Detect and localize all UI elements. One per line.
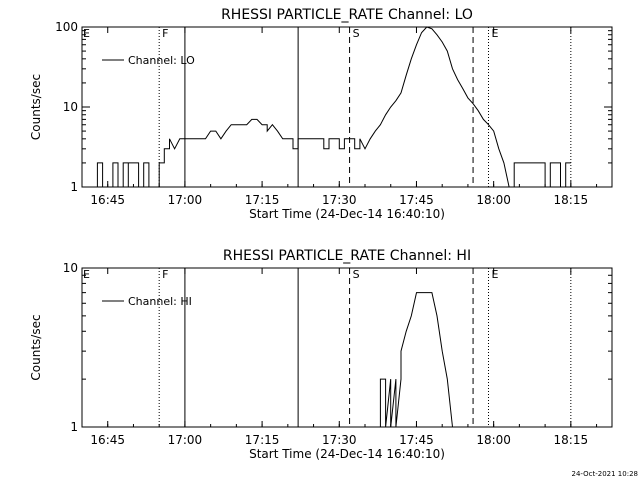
x-tick-label: 16:45 — [90, 433, 125, 447]
chart-panel-2: RHESSI PARTICLE_RATE Channel: HI F S E E 16:4… — [29, 248, 613, 461]
marker-label: S — [353, 27, 360, 40]
x-tick-label: 17:15 — [245, 433, 280, 447]
series-line — [379, 292, 453, 428]
x-tick-label: 17:30 — [322, 433, 357, 447]
series-line — [96, 26, 571, 188]
marker-label: S — [353, 268, 360, 281]
legend-label: Channel: LO — [128, 54, 195, 67]
plot-frame — [81, 267, 613, 428]
x-tick-label: 18:15 — [554, 433, 589, 447]
x-tick-label: 17:15 — [245, 193, 280, 207]
x-tick-label: 16:45 — [90, 193, 125, 207]
x-tick-label: 17:00 — [168, 193, 203, 207]
legend-label: Channel: HI — [128, 295, 192, 308]
y-tick-label: 10 — [63, 100, 78, 114]
edge-marker-label: E — [83, 268, 90, 281]
x-tick-label: 17:45 — [399, 433, 434, 447]
y-tick-label: 10 — [63, 261, 78, 275]
x-axis-label: Start Time (24-Dec-14 16:40:10) — [249, 447, 445, 461]
y-tick-label: 100 — [55, 20, 78, 34]
marker-label: F — [162, 27, 168, 40]
chart-panel-1: RHESSI PARTICLE_RATE Channel: LO F S E E 16:4… — [29, 7, 613, 221]
chart-title: RHESSI PARTICLE_RATE Channel: LO — [221, 7, 473, 23]
marker-label: E — [492, 268, 499, 281]
x-tick-label: 18:00 — [476, 193, 511, 207]
x-tick-label: 18:15 — [554, 193, 589, 207]
y-tick-label: 1 — [70, 420, 78, 434]
y-axis-label: Counts/sec — [29, 314, 43, 380]
x-tick-label: 17:30 — [322, 193, 357, 207]
chart-title: RHESSI PARTICLE_RATE Channel: HI — [223, 248, 471, 264]
x-tick-label: 17:00 — [168, 433, 203, 447]
y-tick-label: 1 — [70, 180, 78, 194]
x-tick-label: 18:00 — [476, 433, 511, 447]
marker-label: F — [162, 268, 168, 281]
marker-label: E — [492, 27, 499, 40]
x-tick-label: 17:45 — [399, 193, 434, 207]
x-axis-label: Start Time (24-Dec-14 16:40:10) — [249, 207, 445, 221]
footer-timestamp: 24-Oct-2021 10:28 — [571, 470, 638, 478]
y-axis-label: Counts/sec — [29, 74, 43, 140]
edge-marker-label: E — [83, 27, 90, 40]
